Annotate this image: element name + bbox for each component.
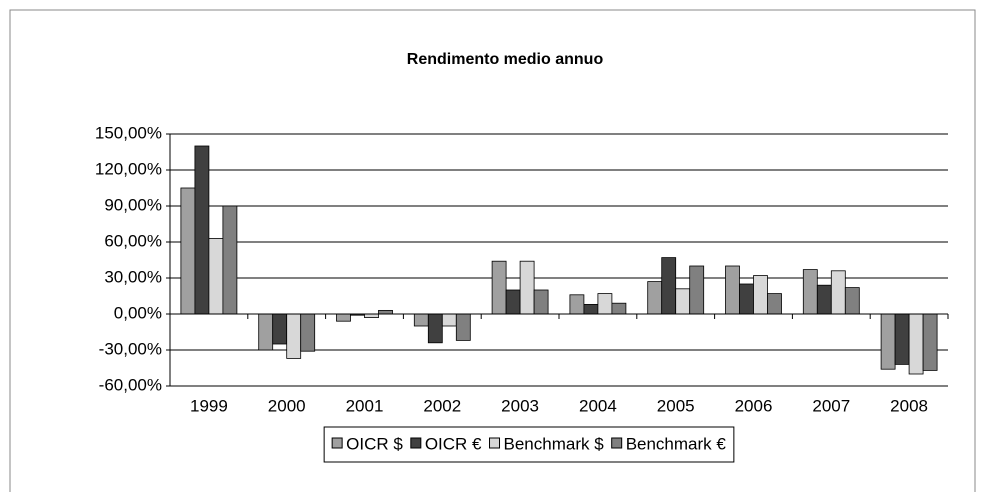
bar <box>413 313 429 327</box>
y-tick-label: -30,00% <box>99 339 162 358</box>
bar <box>208 237 224 315</box>
chart-title: Rendimento medio annuo <box>407 51 604 68</box>
bar <box>569 294 585 315</box>
bar <box>505 289 521 315</box>
bar <box>272 313 288 345</box>
bar <box>180 187 196 315</box>
legend-label: OICR $ <box>346 434 403 453</box>
bar <box>908 313 924 375</box>
bar <box>922 313 938 371</box>
bar <box>455 313 471 341</box>
bar <box>519 260 535 315</box>
bar <box>830 270 846 315</box>
bar <box>336 313 351 322</box>
x-tick-label: 2002 <box>423 396 461 415</box>
x-tick-label: 2001 <box>346 396 384 415</box>
legend-swatch <box>331 437 343 449</box>
bar <box>647 281 663 315</box>
bar <box>533 289 549 315</box>
bar <box>689 265 705 315</box>
y-tick-label: 60,00% <box>104 231 162 250</box>
y-tick-label: 30,00% <box>104 267 162 286</box>
y-tick-label: -60,00% <box>99 375 162 394</box>
legend-swatch <box>410 437 422 449</box>
bar <box>286 313 302 359</box>
bar <box>739 283 754 315</box>
bar <box>844 287 860 315</box>
bar <box>194 145 210 315</box>
x-tick-label: 2003 <box>501 396 539 415</box>
bar <box>258 313 274 351</box>
y-tick-label: 90,00% <box>104 195 162 214</box>
bar <box>597 293 613 315</box>
x-tick-label: 2007 <box>812 396 850 415</box>
bar <box>767 293 782 315</box>
x-tick-label: 2008 <box>890 396 928 415</box>
bar <box>300 313 316 352</box>
bar <box>441 313 457 327</box>
y-tick-label: 0,00% <box>114 303 162 322</box>
bar <box>427 313 443 344</box>
legend-box <box>323 426 735 463</box>
x-tick-label: 2004 <box>579 396 617 415</box>
bar <box>816 284 832 315</box>
chart-frame <box>9 9 976 492</box>
x-tick-label: 2006 <box>735 396 773 415</box>
bar <box>378 309 393 315</box>
bar <box>894 313 910 365</box>
legend-label: Benchmark $ <box>504 434 605 453</box>
x-tick-label: 2005 <box>657 396 695 415</box>
bar <box>802 269 818 315</box>
legend-swatch <box>611 437 623 449</box>
bar <box>583 303 599 315</box>
x-tick-label: 2000 <box>268 396 306 415</box>
bar <box>880 313 896 370</box>
bar <box>364 313 379 318</box>
bar <box>661 257 677 315</box>
bar <box>611 302 627 315</box>
legend-label: Benchmark € <box>626 434 727 453</box>
y-tick-label: 120,00% <box>95 159 162 178</box>
bar <box>491 260 507 315</box>
bar <box>753 275 768 315</box>
bar <box>675 288 691 315</box>
bar <box>222 205 238 315</box>
y-tick-label: 150,00% <box>95 123 162 142</box>
bar <box>725 265 740 315</box>
x-tick-label: 1999 <box>190 396 228 415</box>
legend-swatch <box>489 437 501 449</box>
legend-label: OICR € <box>425 434 482 453</box>
